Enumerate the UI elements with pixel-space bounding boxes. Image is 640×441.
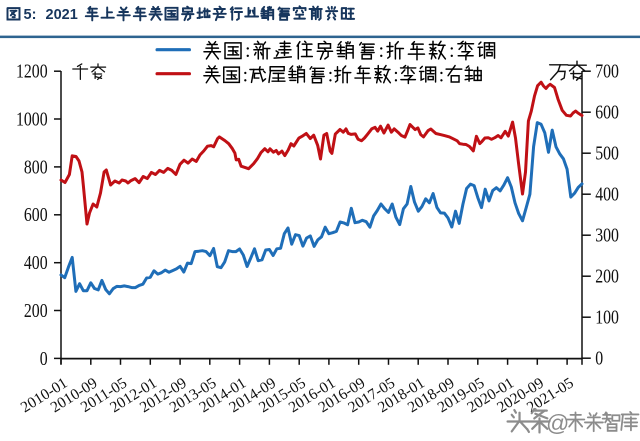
svg-text:400: 400 — [24, 252, 48, 274]
svg-text::: : — [328, 65, 333, 86]
svg-text::: : — [449, 40, 455, 62]
svg-text:5:: 5: — [24, 7, 37, 23]
svg-text::: : — [245, 40, 251, 62]
svg-text::: : — [379, 40, 385, 62]
svg-text:0: 0 — [40, 348, 48, 370]
svg-text::: : — [393, 65, 398, 86]
svg-text:2021: 2021 — [46, 7, 78, 23]
svg-text:700: 700 — [595, 61, 619, 83]
svg-text:1200: 1200 — [16, 61, 48, 83]
svg-text:100: 100 — [595, 307, 619, 329]
svg-text:600: 600 — [595, 102, 619, 124]
svg-text:1000: 1000 — [16, 108, 48, 130]
svg-text:800: 800 — [24, 156, 48, 178]
svg-text:500: 500 — [595, 143, 619, 165]
svg-text:400: 400 — [595, 184, 619, 206]
svg-text:@: @ — [548, 412, 571, 438]
svg-text:600: 600 — [24, 204, 48, 226]
svg-text:300: 300 — [595, 225, 619, 247]
svg-text:0: 0 — [595, 348, 603, 370]
svg-text:200: 200 — [595, 266, 619, 288]
svg-text:200: 200 — [24, 300, 48, 322]
svg-text:@: @ — [546, 410, 569, 436]
svg-text::: : — [243, 65, 248, 86]
svg-text::: : — [439, 65, 444, 86]
